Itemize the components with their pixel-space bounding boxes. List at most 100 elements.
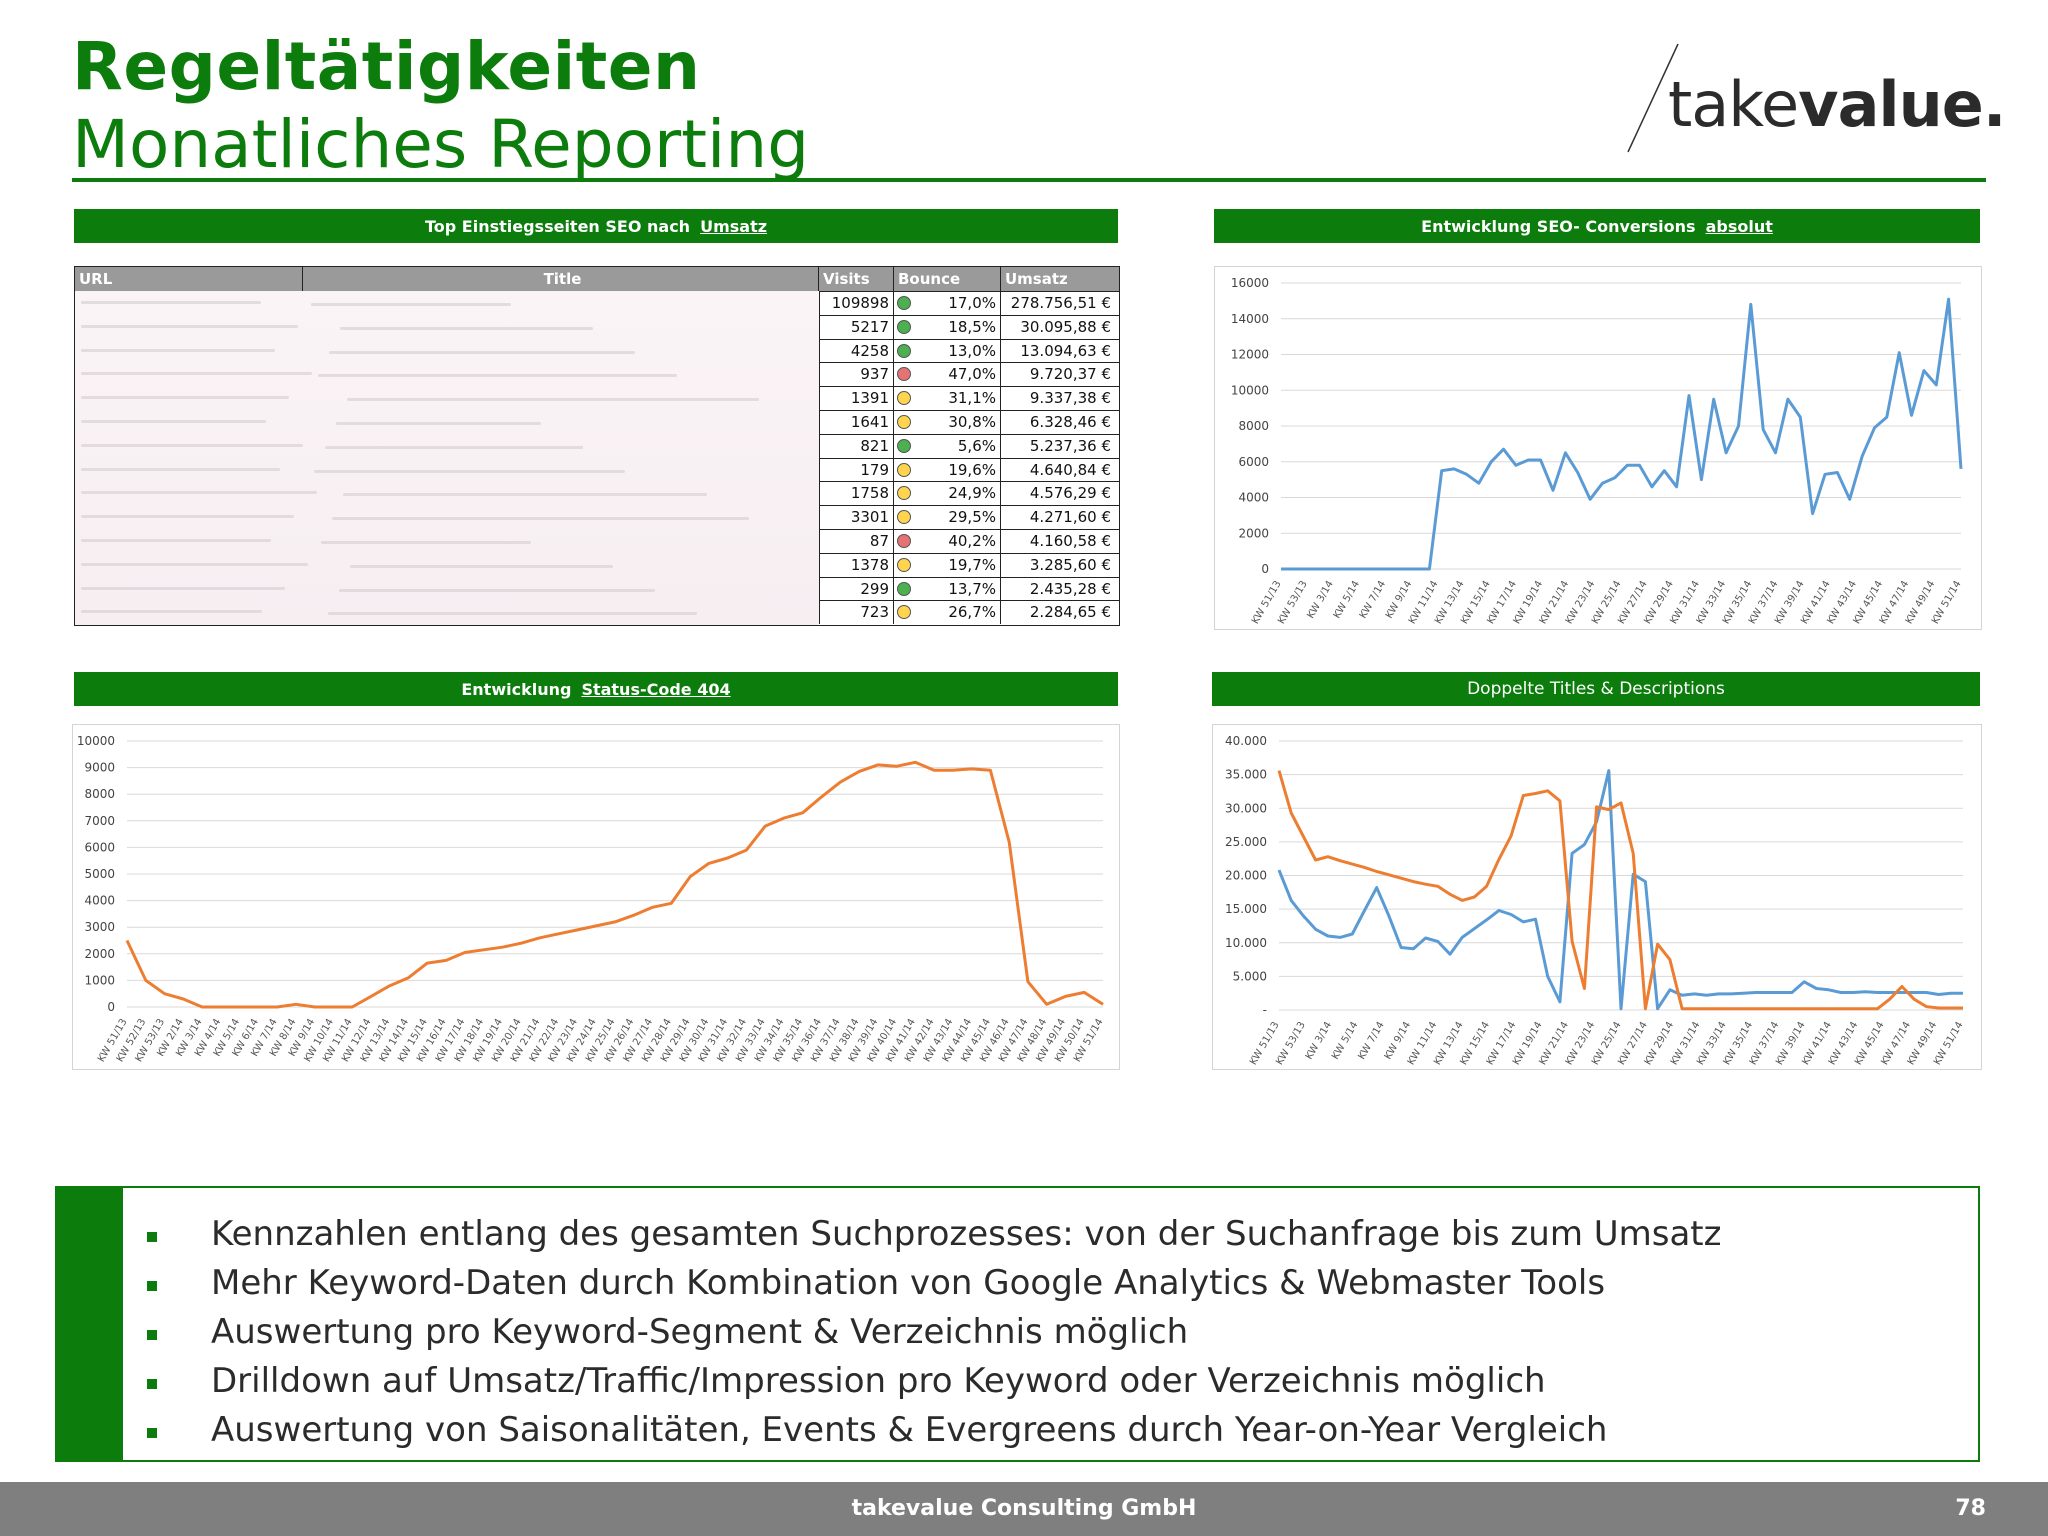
table-row: 723 26,7% 2.284,65 € bbox=[819, 600, 1119, 625]
redacted-text-line bbox=[329, 350, 635, 354]
y-tick-label: 4000 bbox=[84, 894, 115, 908]
y-tick-label: 3000 bbox=[84, 920, 115, 934]
key-points-accent-strip bbox=[57, 1188, 123, 1460]
bounce-rate-cell: 17,0% bbox=[894, 292, 1001, 315]
redacted-text-line bbox=[314, 469, 625, 473]
page-number: 78 bbox=[1955, 1496, 1986, 1521]
status-dot-icon bbox=[897, 605, 911, 620]
redacted-text-line bbox=[81, 610, 262, 614]
redacted-text-line bbox=[311, 303, 511, 306]
redacted-text-line bbox=[81, 539, 271, 542]
status-dot-icon bbox=[897, 557, 911, 572]
table-header-row: URL Title Visits Bounce Rate Umsatz bbox=[75, 267, 1119, 312]
visits-cell: 1391 bbox=[819, 387, 894, 410]
conversions-panel-link[interactable]: absolut bbox=[1705, 216, 1773, 236]
bullet-square-icon bbox=[147, 1232, 157, 1242]
bullet-square-icon bbox=[147, 1428, 157, 1438]
redacted-text-line bbox=[81, 491, 317, 495]
column-header-url[interactable]: URL bbox=[75, 267, 303, 291]
table-row: 109898 17,0% 278.756,51 € bbox=[819, 291, 1119, 315]
y-tick-label: 7000 bbox=[84, 814, 115, 828]
y-tick-label: 6000 bbox=[1238, 455, 1269, 469]
conversions-panel-label: Entwicklung SEO- Conversions bbox=[1421, 216, 1696, 236]
visits-cell: 3301 bbox=[819, 506, 894, 529]
redacted-text-line bbox=[318, 374, 677, 378]
titles-panel-header: Doppelte Titles & Descriptions bbox=[1212, 672, 1980, 706]
table-panel-link[interactable]: Umsatz bbox=[700, 216, 768, 236]
table-row: 5217 18,5% 30.095,88 € bbox=[819, 314, 1119, 339]
umsatz-cell: 9.337,38 € bbox=[1029, 389, 1111, 408]
visits-cell: 87 bbox=[819, 530, 894, 553]
umsatz-cell: 4.576,29 € bbox=[1029, 484, 1111, 503]
y-tick-label: 20.000 bbox=[1225, 869, 1267, 883]
redacted-text-line bbox=[347, 398, 759, 402]
status-dot-icon bbox=[897, 486, 911, 501]
redacted-text-line bbox=[321, 541, 531, 544]
status-dot-icon bbox=[897, 534, 911, 548]
bounce-rate-cell: 31,1% bbox=[894, 387, 1001, 410]
duplicate-titles-chart: - 5.000 10.000 15.000 20.000 25.000 30.000 35.0… bbox=[1212, 724, 1982, 1070]
visits-cell: 1641 bbox=[819, 411, 894, 434]
title-divider bbox=[72, 178, 1986, 182]
table-panel-label: Top Einstiegsseiten SEO nach bbox=[424, 216, 691, 236]
table-row: 179 19,6% 4.640,84 € bbox=[819, 457, 1119, 482]
bounce-rate-cell: 19,7% bbox=[894, 553, 1001, 577]
table-row: 937 47,0% 9.720,37 € bbox=[819, 362, 1119, 387]
y-tick-label: 14000 bbox=[1231, 312, 1269, 326]
visits-cell: 1378 bbox=[819, 553, 894, 577]
status404-panel-label: Entwicklung bbox=[461, 679, 572, 699]
series-line bbox=[1281, 297, 1963, 571]
bounce-rate-cell: 26,7% bbox=[894, 601, 1001, 625]
redacted-text-line bbox=[336, 422, 541, 425]
visits-cell: 821 bbox=[819, 434, 894, 458]
y-tick-label: 8000 bbox=[84, 787, 115, 801]
bullet-square-icon bbox=[147, 1281, 157, 1291]
y-tick-label: 10000 bbox=[77, 734, 115, 748]
redacted-text-line bbox=[81, 324, 298, 328]
redacted-text-line bbox=[81, 420, 266, 423]
column-header-bounce-rate[interactable]: Bounce Rate bbox=[894, 267, 1001, 312]
bounce-rate-cell: 24,9% bbox=[894, 482, 1001, 506]
visits-cell: 937 bbox=[819, 363, 894, 387]
y-tick-label: 16000 bbox=[1231, 276, 1269, 290]
redacted-text-line bbox=[81, 301, 261, 304]
umsatz-cell: 278.756,51 € bbox=[1010, 294, 1111, 312]
series-line bbox=[1277, 769, 1963, 1011]
redacted-text-line bbox=[339, 588, 655, 592]
status404-panel-link[interactable]: Status-Code 404 bbox=[581, 679, 731, 699]
visits-cell: 723 bbox=[819, 601, 894, 625]
table-row: 1378 19,7% 3.285,60 € bbox=[819, 552, 1119, 577]
bounce-rate-cell: 13,7% bbox=[894, 577, 1001, 601]
bounce-rate-cell: 19,6% bbox=[894, 458, 1001, 482]
bounce-rate-cell: 5,6% bbox=[894, 434, 1001, 458]
column-header-umsatz[interactable]: Umsatz bbox=[1005, 270, 1068, 288]
bounce-rate-cell: 29,5% bbox=[894, 506, 1001, 529]
y-tick-label: 35.000 bbox=[1225, 768, 1267, 782]
redacted-text-line bbox=[332, 517, 749, 521]
y-tick-label: 30.000 bbox=[1225, 801, 1267, 815]
column-header-title[interactable]: Title bbox=[303, 267, 819, 291]
table-row: 3301 29,5% 4.271,60 € bbox=[819, 505, 1119, 529]
page-title: Regeltätigkeiten bbox=[72, 28, 701, 105]
column-header-visits[interactable]: Visits bbox=[819, 267, 894, 291]
footer-bar: takevalue Consulting GmbH 78 bbox=[0, 1482, 2048, 1536]
y-tick-label: 2000 bbox=[1238, 526, 1269, 540]
redacted-text-line bbox=[325, 445, 583, 449]
y-tick-label: 9000 bbox=[84, 761, 115, 775]
status-dot-icon bbox=[897, 319, 911, 334]
y-tick-label: 15.000 bbox=[1225, 902, 1267, 916]
status404-chart: 0 1000 2000 3000 4000 5000 6000 7000 8000 9000 100… bbox=[72, 724, 1120, 1070]
status-dot-icon bbox=[897, 415, 911, 429]
umsatz-cell: 4.640,84 € bbox=[1029, 460, 1111, 479]
umsatz-cell: 2.284,65 € bbox=[1029, 603, 1111, 622]
redacted-text-line bbox=[343, 493, 707, 497]
takevalue-logo: takevalue. bbox=[1620, 40, 2006, 160]
y-tick-label: 40.000 bbox=[1225, 734, 1267, 748]
series-line bbox=[125, 760, 1104, 1009]
bounce-rate-cell: 40,2% bbox=[894, 530, 1001, 553]
bullet-square-icon bbox=[147, 1330, 157, 1340]
table-row: 87 40,2% 4.160,58 € bbox=[819, 529, 1119, 553]
visits-cell: 4258 bbox=[819, 339, 894, 363]
umsatz-cell: 3.285,60 € bbox=[1029, 555, 1111, 574]
bounce-rate-cell: 18,5% bbox=[894, 315, 1001, 339]
